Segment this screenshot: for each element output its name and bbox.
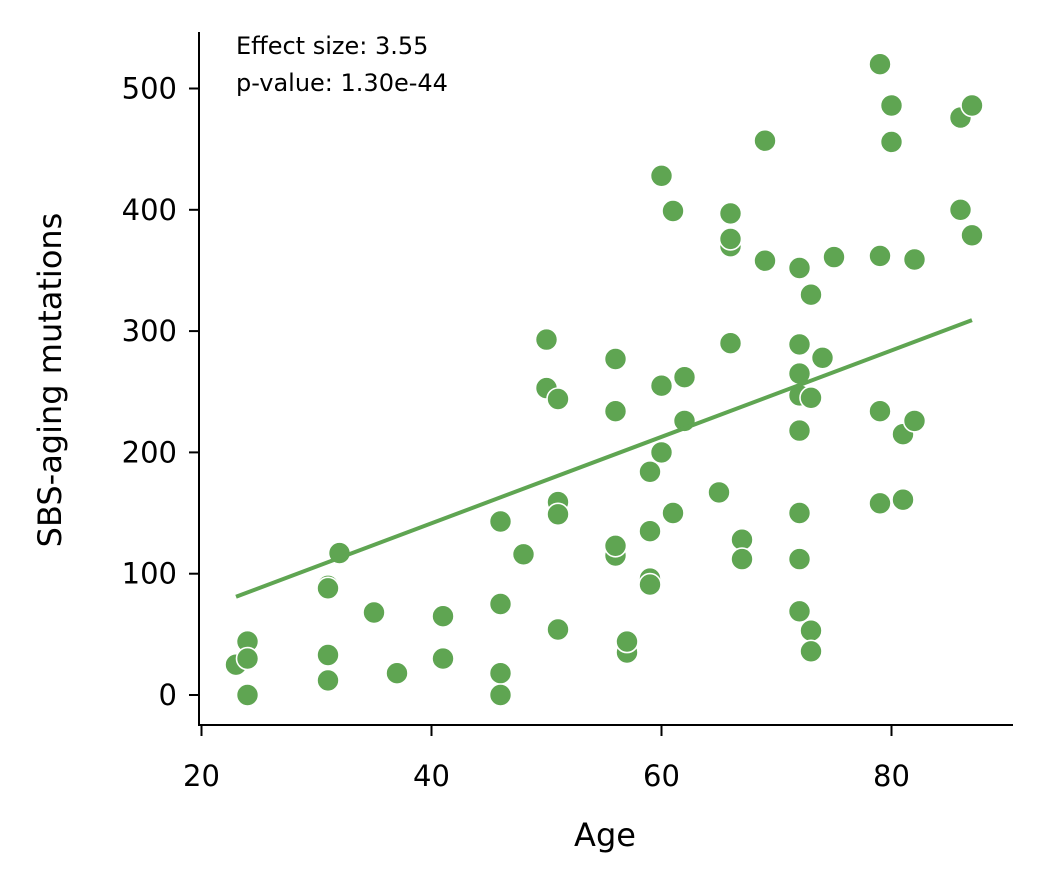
data-point-76 bbox=[960, 93, 984, 118]
y-tick-label: 0 bbox=[159, 678, 177, 712]
x-axis-label: Age bbox=[574, 816, 636, 854]
data-point-68 bbox=[879, 93, 904, 118]
data-point-31 bbox=[638, 519, 662, 544]
x-tick-label: 20 bbox=[183, 759, 220, 793]
data-point-72 bbox=[902, 247, 927, 272]
x-tick-label: 40 bbox=[413, 759, 450, 793]
data-point-18 bbox=[534, 327, 559, 352]
data-point-45 bbox=[718, 331, 743, 356]
data-point-3 bbox=[235, 683, 260, 707]
data-point-77 bbox=[960, 223, 984, 248]
data-point-14 bbox=[488, 592, 513, 616]
p-value-annotation: p-value: 1.30e-44 bbox=[236, 69, 448, 97]
y-tick-label: 100 bbox=[122, 557, 177, 591]
x-axis-ticks: 20 40 60 80 bbox=[183, 726, 910, 793]
data-point-17 bbox=[511, 542, 536, 567]
y-tick-label: 500 bbox=[122, 72, 177, 106]
data-point-12 bbox=[431, 646, 455, 671]
data-point-66 bbox=[868, 399, 892, 424]
data-point-48 bbox=[753, 128, 777, 153]
data-point-39 bbox=[672, 365, 697, 390]
y-tick-label: 200 bbox=[122, 435, 177, 469]
data-point-59 bbox=[799, 385, 823, 410]
data-point-27 bbox=[603, 533, 628, 558]
data-point-51 bbox=[787, 332, 812, 357]
data-point-25 bbox=[603, 399, 628, 424]
y-axis-label: SBS-aging mutations bbox=[31, 213, 69, 548]
data-point-38 bbox=[661, 501, 685, 525]
data-point-9 bbox=[362, 600, 386, 625]
data-point-5 bbox=[316, 576, 340, 601]
data-point-58 bbox=[799, 282, 823, 307]
data-point-75 bbox=[948, 198, 973, 222]
y-axis-ticks: 0 100 200 300 400 500 bbox=[122, 72, 199, 712]
y-tick-label: 300 bbox=[122, 314, 177, 348]
x-tick-label: 60 bbox=[643, 759, 680, 793]
data-point-49 bbox=[753, 248, 777, 273]
data-point-54 bbox=[787, 418, 812, 443]
data-point-62 bbox=[810, 345, 835, 370]
data-point-50 bbox=[787, 256, 812, 280]
data-point-41 bbox=[707, 480, 731, 505]
data-point-37 bbox=[661, 199, 685, 223]
data-point-61 bbox=[799, 639, 823, 664]
data-point-69 bbox=[879, 130, 904, 154]
data-point-56 bbox=[787, 547, 812, 571]
data-point-34 bbox=[649, 164, 674, 188]
data-point-60 bbox=[799, 618, 823, 643]
data-point-30 bbox=[638, 459, 662, 484]
data-point-47 bbox=[730, 547, 754, 571]
data-point-33 bbox=[638, 572, 662, 597]
x-tick-label: 80 bbox=[873, 759, 910, 793]
data-point-7 bbox=[316, 668, 340, 693]
data-point-42 bbox=[718, 201, 743, 226]
y-tick-label: 400 bbox=[122, 193, 177, 227]
data-point-16 bbox=[488, 683, 513, 707]
data-point-24 bbox=[603, 347, 628, 371]
regression-line bbox=[235, 318, 973, 599]
data-point-6 bbox=[316, 643, 340, 667]
data-point-29 bbox=[615, 629, 639, 654]
data-point-70 bbox=[891, 487, 915, 512]
data-point-57 bbox=[787, 599, 812, 624]
data-point-15 bbox=[488, 661, 513, 686]
data-point-65 bbox=[868, 244, 892, 268]
data-point-44 bbox=[718, 227, 743, 251]
data-point-22 bbox=[546, 502, 570, 527]
effect-size-annotation: Effect size: 3.55 bbox=[236, 32, 428, 60]
data-point-36 bbox=[649, 440, 674, 465]
data-point-35 bbox=[649, 373, 674, 398]
data-point-55 bbox=[787, 501, 812, 525]
data-point-73 bbox=[902, 409, 927, 433]
data-point-10 bbox=[385, 661, 409, 686]
data-point-63 bbox=[822, 245, 846, 269]
data-point-67 bbox=[868, 491, 892, 516]
data-point-23 bbox=[546, 617, 570, 642]
data-point-64 bbox=[868, 52, 892, 76]
data-point-13 bbox=[488, 509, 513, 534]
data-point-2 bbox=[235, 646, 260, 671]
data-point-20 bbox=[546, 387, 570, 411]
data-points bbox=[224, 52, 984, 707]
data-point-11 bbox=[431, 604, 455, 629]
